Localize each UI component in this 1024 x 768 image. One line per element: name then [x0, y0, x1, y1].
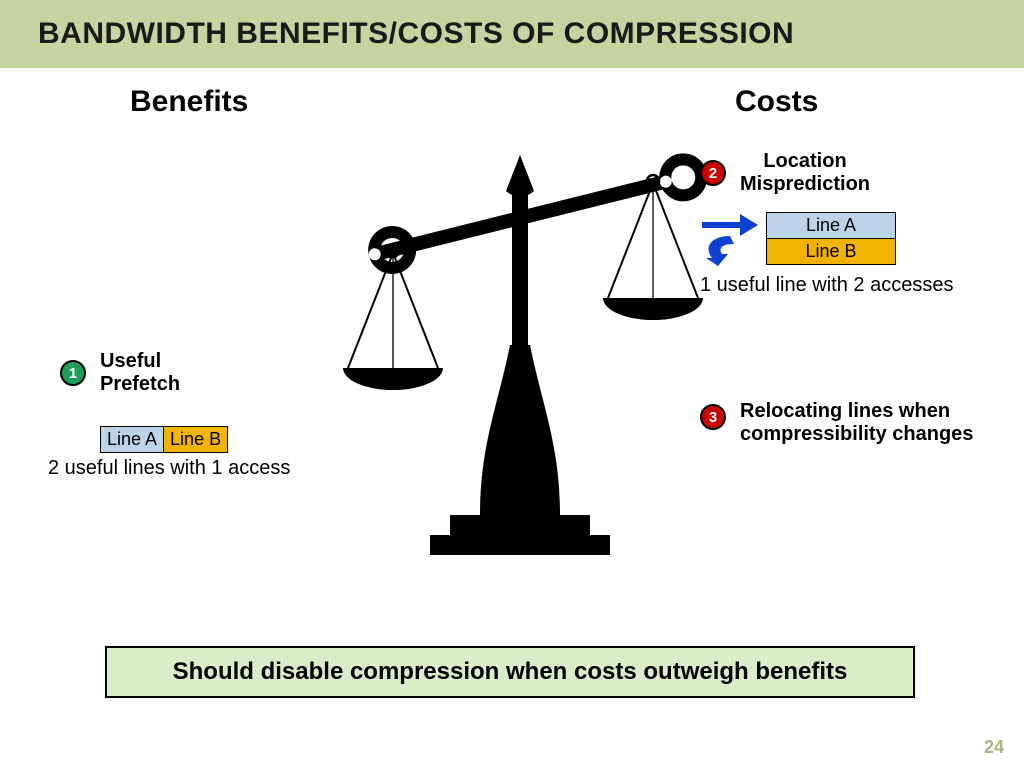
cost2-line-a: Line A	[766, 212, 896, 239]
benefits-heading: Benefits	[130, 85, 248, 119]
cost2-title: Location Misprediction	[740, 150, 870, 196]
conclusion-note: Should disable compression when costs ou…	[105, 646, 915, 698]
badge-3: 3	[700, 404, 726, 430]
page-title: BANDWIDTH BENEFITS/COSTS OF COMPRESSION	[38, 17, 794, 51]
benefit1-title: Useful Prefetch	[100, 350, 180, 396]
line-a-cell: Line A	[100, 426, 164, 453]
cost2-caption: 1 useful line with 2 accesses	[700, 274, 1010, 297]
double-arrow-icon	[700, 210, 760, 266]
benefit-useful-prefetch: 1 Useful Prefetch Line A Line B 2 useful…	[60, 350, 320, 480]
cost-location-misprediction: 2 Location Misprediction Line A Line B 1…	[700, 150, 1010, 297]
balance-scale-icon	[330, 145, 710, 555]
cost2-line-b: Line B	[766, 239, 896, 265]
page-number: 24	[984, 737, 1004, 758]
benefit1-caption: 2 useful lines with 1 access	[48, 457, 320, 480]
costs-heading: Costs	[735, 85, 818, 119]
header-bar: BANDWIDTH BENEFITS/COSTS OF COMPRESSION	[0, 0, 1024, 68]
badge-2: 2	[700, 160, 726, 186]
cost3-title: Relocating lines when compressibility ch…	[740, 400, 973, 446]
line-b-cell: Line B	[164, 426, 228, 453]
badge-1: 1	[60, 360, 86, 386]
cost-relocating-lines: 3 Relocating lines when compressibility …	[700, 400, 1020, 446]
